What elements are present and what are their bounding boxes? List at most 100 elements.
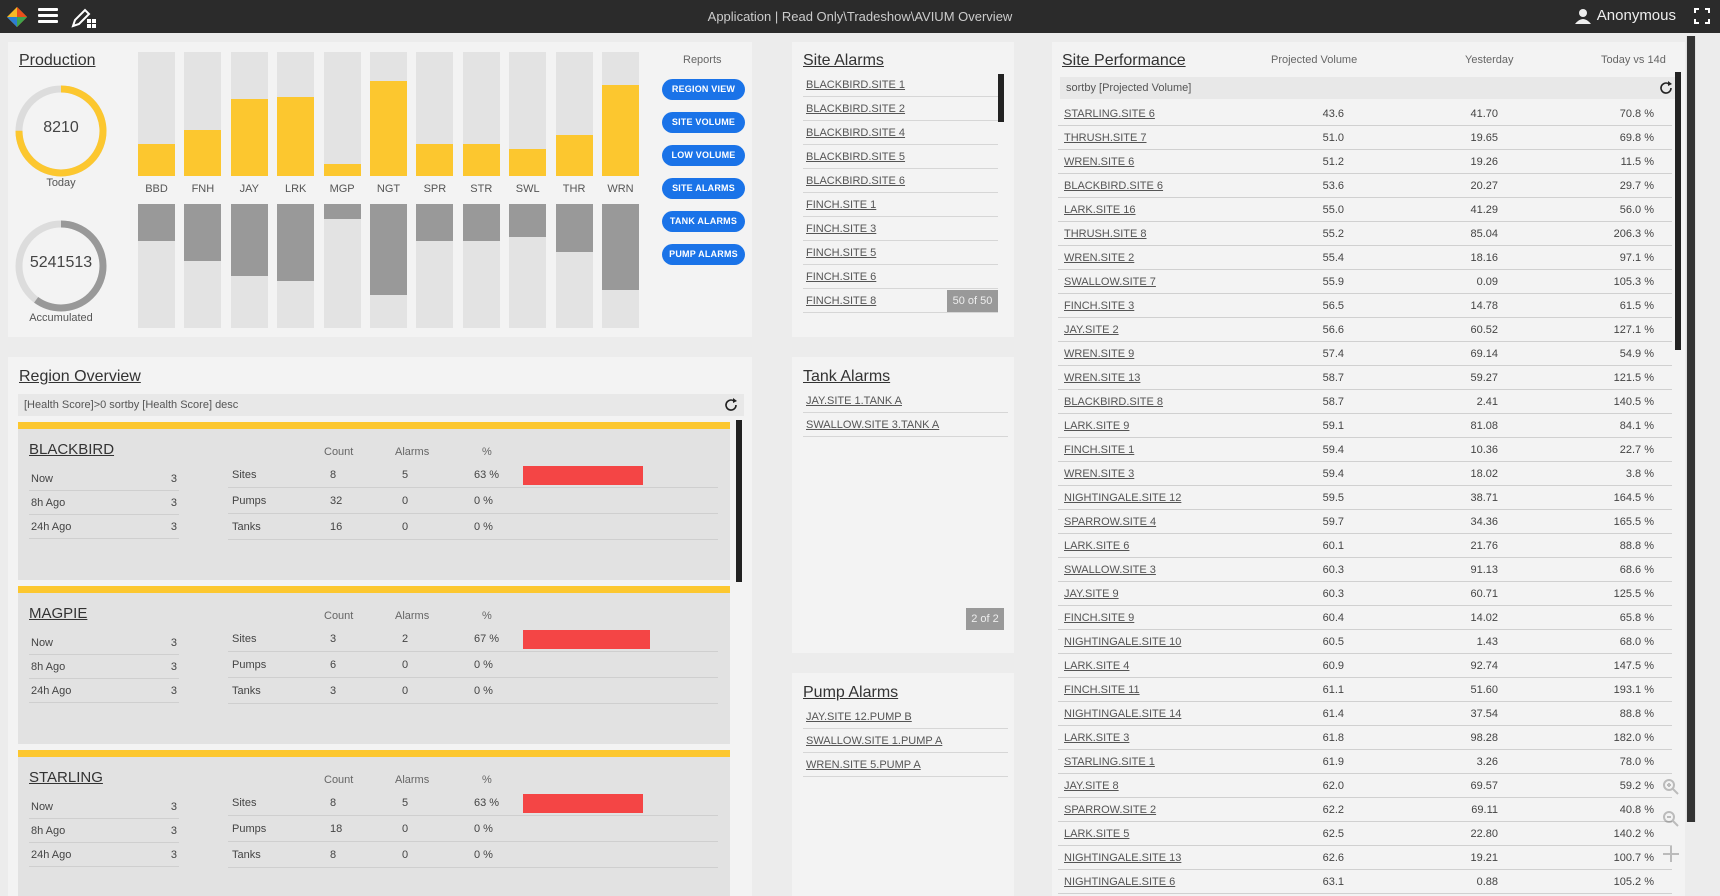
production-bar-mgp[interactable]: [323, 164, 361, 176]
alarm-list-item[interactable]: BLACKBIRD.SITE 5: [803, 146, 998, 169]
report-button-site-alarms[interactable]: SITE ALARMS: [662, 178, 745, 199]
alarm-list-item[interactable]: FINCH.SITE 5: [803, 242, 998, 265]
alarm-item-link[interactable]: FINCH.SITE 3: [806, 223, 877, 235]
alarm-item-link[interactable]: BLACKBIRD.SITE 5: [806, 151, 906, 163]
site-link[interactable]: WREN.SITE 13: [1064, 372, 1141, 384]
site-link[interactable]: FINCH.SITE 1: [1064, 444, 1135, 456]
production-bar-down-str[interactable]: [462, 204, 500, 241]
region-name[interactable]: BLACKBIRD: [29, 441, 115, 458]
site-link[interactable]: STARLING.SITE 1: [1064, 756, 1155, 768]
site-link[interactable]: WREN.SITE 2: [1064, 252, 1135, 264]
site-link[interactable]: LARK.SITE 16: [1064, 204, 1136, 216]
production-bar-down-swl[interactable]: [509, 204, 547, 237]
alarm-list-item[interactable]: FINCH.SITE 8: [803, 290, 998, 313]
site-link[interactable]: FINCH.SITE 9: [1064, 612, 1135, 624]
site-link[interactable]: FINCH.SITE 3: [1064, 300, 1135, 312]
production-bar-down-spr[interactable]: [416, 204, 454, 241]
site-link[interactable]: WREN.SITE 3: [1064, 468, 1135, 480]
app-logo-icon[interactable]: [6, 6, 28, 28]
report-button-low-volume[interactable]: LOW VOLUME: [662, 145, 745, 166]
pump-alarms-title[interactable]: Pump Alarms: [803, 684, 899, 701]
production-bar-bbd[interactable]: [138, 144, 175, 176]
site-link[interactable]: LARK.SITE 6: [1064, 540, 1130, 552]
site-link[interactable]: BLACKBIRD.SITE 8: [1064, 396, 1164, 408]
alarm-list-item[interactable]: JAY.SITE 1.TANK A: [803, 390, 1008, 413]
site-link[interactable]: WREN.SITE 9: [1064, 348, 1135, 360]
production-bar-jay[interactable]: [230, 99, 268, 176]
alarm-list-item[interactable]: BLACKBIRD.SITE 2: [803, 98, 998, 121]
production-bar-down-fnh[interactable]: [184, 204, 222, 261]
alarm-item-link[interactable]: FINCH.SITE 5: [806, 247, 877, 259]
alarm-item-link[interactable]: SWALLOW.SITE 3.TANK A: [806, 419, 940, 431]
production-bar-fnh[interactable]: [184, 130, 222, 176]
tank-alarms-title[interactable]: Tank Alarms: [803, 368, 891, 385]
alarm-item-link[interactable]: BLACKBIRD.SITE 4: [806, 127, 906, 139]
region-scrollbar[interactable]: [736, 420, 742, 582]
site-alarms-scrollbar[interactable]: [998, 74, 1004, 122]
site-link[interactable]: SPARROW.SITE 2: [1064, 804, 1157, 816]
alarm-list-item[interactable]: BLACKBIRD.SITE 4: [803, 122, 998, 145]
production-bar-ngt[interactable]: [370, 81, 407, 176]
pan-icon[interactable]: [1662, 845, 1680, 863]
hamburger-menu-icon[interactable]: [38, 8, 58, 24]
site-link[interactable]: NIGHTINGALE.SITE 13: [1064, 852, 1182, 864]
alarm-list-item[interactable]: BLACKBIRD.SITE 1: [803, 74, 998, 97]
production-bar-swl[interactable]: [509, 149, 547, 176]
site-link[interactable]: STARLING.SITE 6: [1064, 108, 1155, 120]
today-vs-14d-header[interactable]: Today vs 14d: [1601, 54, 1666, 66]
production-bar-down-jay[interactable]: [230, 204, 268, 276]
production-bar-lrk[interactable]: [277, 97, 315, 176]
edit-icon[interactable]: [71, 6, 97, 28]
production-bar-down-ngt[interactable]: [370, 204, 407, 295]
production-bar-down-bbd[interactable]: [138, 204, 175, 241]
site-link[interactable]: SWALLOW.SITE 7: [1064, 276, 1156, 288]
zoom-out-icon[interactable]: [1662, 810, 1680, 828]
alarm-item-link[interactable]: FINCH.SITE 1: [806, 199, 877, 211]
site-link[interactable]: BLACKBIRD.SITE 6: [1064, 180, 1164, 192]
production-bar-spr[interactable]: [416, 144, 454, 176]
site-link[interactable]: NIGHTINGALE.SITE 14: [1064, 708, 1182, 720]
alarm-list-item[interactable]: SWALLOW.SITE 1.PUMP A: [803, 730, 1008, 753]
production-bar-down-thr[interactable]: [555, 204, 593, 252]
site-link[interactable]: JAY.SITE 8: [1064, 780, 1119, 792]
site-link[interactable]: JAY.SITE 9: [1064, 588, 1119, 600]
alarm-item-link[interactable]: SWALLOW.SITE 1.PUMP A: [806, 735, 943, 747]
site-link[interactable]: THRUSH.SITE 8: [1064, 228, 1147, 240]
site-link[interactable]: JAY.SITE 2: [1064, 324, 1119, 336]
alarm-list-item[interactable]: FINCH.SITE 3: [803, 218, 998, 241]
alarm-item-link[interactable]: BLACKBIRD.SITE 1: [806, 79, 906, 91]
site-link[interactable]: NIGHTINGALE.SITE 6: [1064, 876, 1176, 888]
page-scroll-thumb[interactable]: [1687, 36, 1695, 822]
performance-filter[interactable]: sortby [Projected Volume]: [1060, 77, 1676, 99]
site-link[interactable]: THRUSH.SITE 7: [1064, 132, 1147, 144]
alarm-item-link[interactable]: BLACKBIRD.SITE 6: [806, 175, 906, 187]
alarm-item-link[interactable]: WREN.SITE 5.PUMP A: [806, 759, 921, 771]
region-filter[interactable]: [Health Score]>0 sortby [Health Score] d…: [18, 394, 744, 416]
site-link[interactable]: LARK.SITE 5: [1064, 828, 1130, 840]
alarm-item-link[interactable]: JAY.SITE 1.TANK A: [806, 395, 902, 407]
alarm-list-item[interactable]: BLACKBIRD.SITE 6: [803, 170, 998, 193]
site-link[interactable]: SPARROW.SITE 4: [1064, 516, 1157, 528]
report-button-pump-alarms[interactable]: PUMP ALARMS: [662, 244, 745, 265]
region-name[interactable]: STARLING: [29, 769, 103, 786]
alarm-item-link[interactable]: FINCH.SITE 8: [806, 295, 877, 307]
alarm-item-link[interactable]: JAY.SITE 12.PUMP B: [806, 711, 912, 723]
production-bar-thr[interactable]: [555, 135, 593, 176]
production-title[interactable]: Production: [19, 52, 96, 69]
report-button-region-view[interactable]: REGION VIEW: [662, 79, 745, 100]
fullscreen-icon[interactable]: [1694, 8, 1710, 24]
alarm-item-link[interactable]: BLACKBIRD.SITE 2: [806, 103, 906, 115]
site-link[interactable]: NIGHTINGALE.SITE 12: [1064, 492, 1182, 504]
performance-refresh-icon[interactable]: [1659, 81, 1673, 95]
alarm-item-link[interactable]: FINCH.SITE 6: [806, 271, 877, 283]
production-bar-str[interactable]: [462, 144, 500, 176]
projected-volume-header[interactable]: Projected Volume: [1271, 54, 1358, 66]
production-bar-down-lrk[interactable]: [277, 204, 315, 281]
region-overview-title[interactable]: Region Overview: [19, 368, 141, 385]
alarm-list-item[interactable]: WREN.SITE 5.PUMP A: [803, 754, 1008, 777]
site-link[interactable]: LARK.SITE 4: [1064, 660, 1130, 672]
site-link[interactable]: SWALLOW.SITE 3: [1064, 564, 1156, 576]
region-refresh-icon[interactable]: [724, 398, 738, 412]
alarm-list-item[interactable]: FINCH.SITE 6: [803, 266, 998, 289]
site-alarms-title[interactable]: Site Alarms: [803, 52, 884, 69]
